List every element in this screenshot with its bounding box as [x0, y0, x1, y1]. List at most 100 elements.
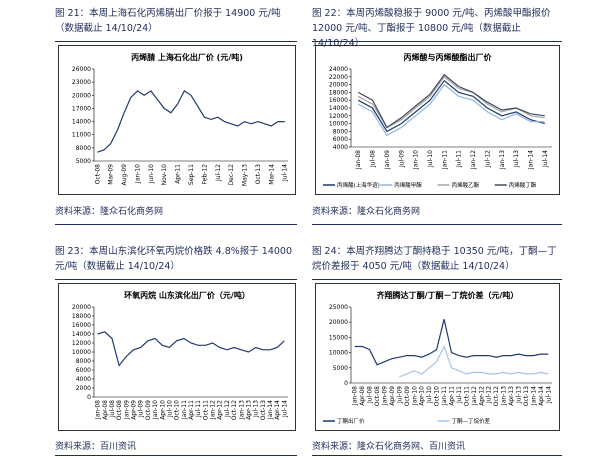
x-tick-label: Jan-13 [501, 386, 508, 406]
x-tick-label: Jan-08 [355, 150, 362, 170]
x-tick-label: Jul-09 [396, 386, 403, 404]
chart-title: 环氧丙烷 山东滨化出厂价（元/吨） [124, 290, 250, 300]
line [357, 83, 545, 137]
x-tick-label: Jul-13 [253, 400, 260, 418]
y-tick-label: 6000 [76, 367, 91, 374]
x-tick-label: Jan-10 [413, 150, 420, 170]
x-tick-label: Oct-08 [94, 164, 101, 184]
frame [315, 283, 560, 431]
x-tick-label: Oct-09 [145, 400, 152, 420]
line [97, 90, 285, 153]
y-tick-label: 10000 [72, 349, 91, 356]
x-tick-label: Oct-13 [523, 386, 530, 406]
x-tick-label: Jul-13 [516, 386, 523, 404]
source: 资料来源：隆众石化商务网、百川资讯 [312, 442, 466, 452]
chart: 丙烯酸与丙烯酸酯出厂价 40006000800010000120001400016… [315, 45, 560, 195]
y-tick-label: 8000 [333, 128, 348, 135]
y-tick-label: 26000 [72, 66, 91, 73]
x-tick-label: Jan-12 [210, 400, 217, 420]
y-tick-label: 14000 [72, 331, 91, 338]
x-tick-label: Oct-13 [255, 164, 262, 184]
y-tick-label: 20000 [72, 92, 91, 99]
chart-title: 齐翔腾达丁酮/丁酮－丁烷价差（元/吨） [376, 290, 519, 300]
source: 资料来源：隆众石化商务网 [55, 207, 164, 217]
x-tick-label: Apr-12 [478, 386, 485, 406]
y-tick-label: 2000 [76, 385, 91, 392]
y-tick-label: 25000 [329, 304, 348, 311]
y-tick-label: 15000 [329, 334, 348, 341]
line [399, 344, 549, 378]
x-tick-label: Apr-11 [175, 164, 182, 184]
x-tick-label: Jul-14 [282, 164, 289, 182]
x-tick-label: Jan-10 [134, 164, 141, 184]
chart: 环氧丙烷 山东滨化出厂价（元/吨） 0 2000 4000 6000 8000 10000 1… [58, 283, 296, 431]
x-tick-label: Oct-12 [493, 386, 500, 406]
x-tick-label: Jan-12 [470, 150, 477, 170]
y-tick-label: 6000 [333, 136, 348, 143]
x-tick-label: Oct-13 [260, 400, 267, 420]
y-tick-label: 24000 [329, 66, 348, 73]
y-tick-label: 22000 [329, 74, 348, 81]
x-tick-label: Dec-12 [228, 164, 235, 186]
rule [312, 41, 562, 42]
frame [58, 283, 296, 431]
x-tick-label: Mar-09 [108, 164, 115, 185]
x-tick-label: Jan-14 [530, 386, 537, 406]
y-tick-label: 0 [344, 380, 348, 387]
y-tick-label: 14000 [329, 105, 348, 112]
rule [312, 224, 562, 225]
x-tick-label: Apr-13 [245, 400, 252, 420]
caption: 图 22：本周丙烯酸稳报于 9000 元/吨、丙烯酸甲酯报价 12000 元/吨… [312, 8, 551, 49]
legend-label: 丁酮出厂价 [337, 417, 365, 425]
y-tick-label: 18000 [329, 89, 348, 96]
x-tick-label: Jan-10 [152, 400, 159, 420]
y-tick-label: 20000 [329, 82, 348, 89]
x-tick-label: Oct-10 [434, 386, 441, 406]
x-tick-label: Jan-08 [95, 400, 102, 420]
x-tick-label: Nov-10 [161, 164, 168, 186]
x-tick-label: Jan-13 [238, 400, 245, 420]
legend-label: 丁酮—丁烷价差 [452, 417, 491, 425]
x-tick-label: Jan-08 [352, 386, 359, 406]
y-tick-label: 4000 [333, 144, 348, 151]
x-tick-label: Jan-14 [267, 400, 274, 420]
legend-label: 丙烯酸甲酯 [394, 181, 422, 189]
y-tick-label: 20000 [329, 319, 348, 326]
x-tick-label: Apr-10 [419, 386, 426, 406]
y-tick-label: 16000 [329, 97, 348, 104]
y-tick-label: 8000 [76, 358, 91, 365]
frame [58, 45, 296, 195]
x-tick-label: Jul-09 [138, 400, 145, 418]
x-tick-label: Oct-11 [463, 386, 470, 406]
x-tick-label: Apr-10 [159, 400, 166, 420]
y-tick-label: 12000 [72, 340, 91, 347]
y-tick-label: 0 [87, 394, 91, 401]
x-tick-label: Jan-14 [527, 150, 534, 170]
x-tick-label: Sep-11 [188, 164, 195, 185]
chart: 丙烯腈 上海石化出厂价 (元/吨) 5000 8000 11000 14000 17000… [58, 45, 296, 195]
x-tick-label: Jul-09 [398, 150, 405, 168]
x-tick-label: Jul-11 [195, 400, 202, 418]
y-tick-label: 5000 [333, 365, 348, 372]
x-tick-label: Apr-14 [274, 400, 281, 420]
x-tick-label: Jul-13 [513, 150, 520, 168]
legend-label: 丙烯酸(上海华谊) [337, 181, 380, 189]
x-tick-label: Mar-14 [268, 164, 275, 185]
rule [55, 224, 297, 225]
rule [312, 279, 562, 280]
y-tick-label: 16000 [72, 322, 91, 329]
x-tick-label: Feb-12 [201, 164, 208, 185]
caption: 图 21：本周上海石化丙烯腈出厂价报于 14900 元/吨（数据截止 14/10… [55, 8, 281, 34]
x-tick-label: Jan-11 [441, 150, 448, 170]
rule [55, 279, 297, 280]
y-tick-label: 4000 [76, 376, 91, 383]
x-tick-label: May-13 [242, 164, 249, 186]
y-tick-label: 14000 [72, 119, 91, 126]
line [357, 73, 545, 129]
x-tick-label: Apr-12 [217, 400, 224, 420]
y-tick-label: 11000 [72, 132, 91, 139]
y-tick-label: 10000 [329, 121, 348, 128]
chart: 齐翔腾达丁酮/丁酮－丁烷价差（元/吨） 0 5000 10000 15000 20000 2… [315, 283, 560, 431]
x-tick-label: Jul-08 [370, 150, 377, 168]
